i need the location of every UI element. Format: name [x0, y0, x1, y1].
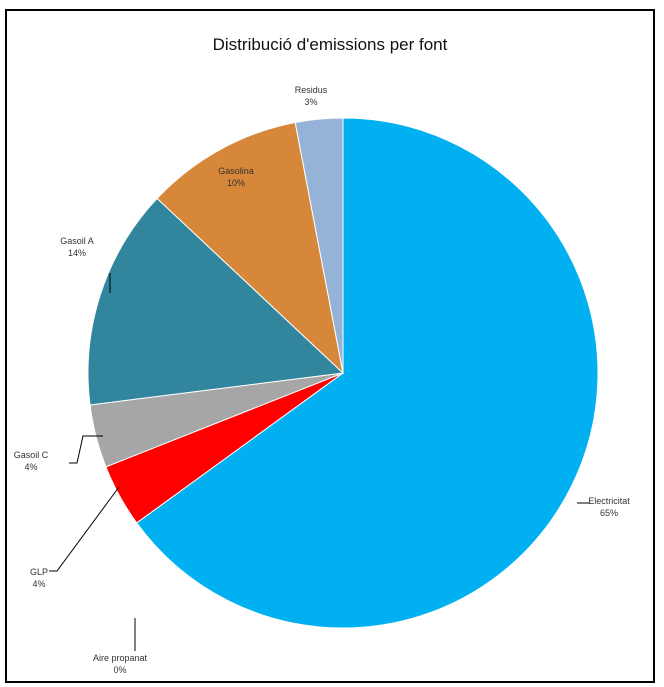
data-label-name-aire-propanat: Aire propanat [93, 653, 148, 663]
pie-slice-residus [294, 117, 344, 374]
pie-slices [87, 117, 599, 629]
data-label-name-electricitat: Electricitat [588, 496, 630, 506]
data-label-percent-residus: 3% [304, 97, 317, 107]
leader-line-glp [49, 486, 120, 572]
data-label-name-residus: Residus [295, 85, 328, 95]
chart-title: Distribució d'emissions per font [212, 35, 448, 54]
pie-slice-electricitat [136, 117, 599, 629]
chart-frame: Distribució d'emissions per font Electri… [5, 9, 655, 683]
data-label-name-gasolina: Gasolina [218, 166, 254, 176]
data-label-percent-electricitat: 65% [600, 508, 618, 518]
data-label-percent-gasoil-c: 4% [24, 462, 37, 472]
pie-chart: Electricitat 65% Aire propanat 0% GLP 4% Gasoi… [14, 85, 631, 675]
data-label-name-gasoil-a: Gasoil A [60, 236, 94, 246]
data-label-percent-glp: 4% [32, 579, 45, 589]
leader-line-gasoil-c [69, 435, 103, 464]
data-labels: Electricitat 65% Aire propanat 0% GLP 4% Gasoi… [14, 85, 631, 675]
leader-lines [49, 273, 589, 651]
data-label-percent-aire-propanat: 0% [113, 665, 126, 675]
data-label-name-gasoil-c: Gasoil C [14, 450, 49, 460]
data-label-percent-gasolina: 10% [227, 178, 245, 188]
data-label-name-glp: GLP [30, 567, 48, 577]
data-label-percent-gasoil-a: 14% [68, 248, 86, 258]
pie-slice-gasolina [156, 121, 344, 375]
pie-slice-gasoil-a [87, 197, 345, 406]
